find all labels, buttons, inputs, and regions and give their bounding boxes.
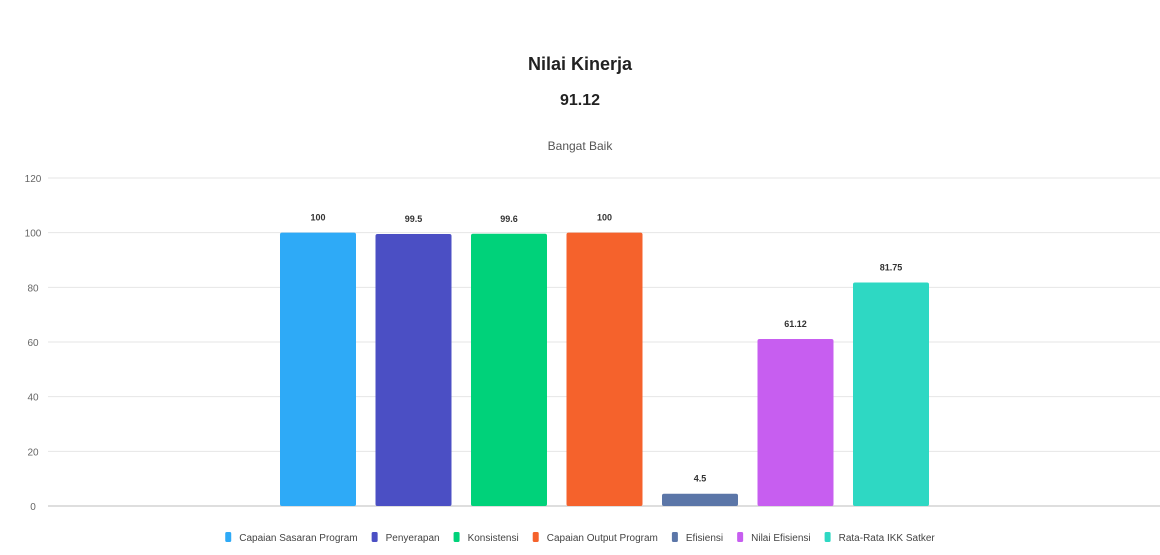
bar[interactable] bbox=[757, 338, 834, 506]
chart-title: Nilai Kinerja bbox=[528, 54, 633, 74]
legend-marker bbox=[671, 532, 678, 542]
legend-marker bbox=[824, 532, 831, 542]
legend-marker bbox=[532, 532, 539, 542]
legend-item-label[interactable]: Konsistensi bbox=[468, 533, 519, 544]
legend-item-label[interactable]: Penyerapan bbox=[386, 533, 440, 544]
legend-item-label[interactable]: Capaian Sasaran Program bbox=[239, 533, 357, 544]
legend-item-label[interactable]: Efisiensi bbox=[686, 533, 723, 544]
data-label: 100 bbox=[310, 213, 325, 223]
legend-item-label[interactable]: Capaian Output Program bbox=[547, 533, 658, 544]
legend-item-label[interactable]: Nilai Efisiensi bbox=[751, 533, 810, 544]
legend-marker bbox=[371, 532, 378, 542]
data-label: 4.5 bbox=[694, 474, 707, 484]
bars-layer bbox=[280, 232, 929, 507]
data-label: 81.75 bbox=[880, 263, 903, 273]
y-tick-label: 120 bbox=[25, 174, 42, 185]
legend-item-label[interactable]: Rata-Rata IKK Satker bbox=[839, 533, 936, 544]
legend-marker bbox=[225, 532, 232, 542]
legend-marker bbox=[453, 532, 460, 542]
bar[interactable] bbox=[375, 234, 452, 507]
data-label: 99.5 bbox=[405, 214, 423, 224]
legend: Capaian Sasaran Program Penyerapan Konsist… bbox=[225, 532, 935, 544]
y-tick-label: 80 bbox=[27, 283, 39, 294]
bar[interactable] bbox=[280, 232, 356, 506]
chart-score-value: 91.12 bbox=[560, 92, 600, 109]
bar[interactable] bbox=[566, 232, 643, 506]
y-tick-label: 100 bbox=[25, 229, 42, 240]
data-label: 100 bbox=[597, 213, 612, 223]
bar[interactable] bbox=[662, 493, 738, 506]
y-tick-label: 0 bbox=[30, 502, 36, 513]
legend-marker bbox=[737, 532, 744, 542]
data-label: 61.12 bbox=[784, 319, 807, 329]
y-tick-label: 20 bbox=[27, 447, 39, 458]
data-label: 99.6 bbox=[500, 214, 518, 224]
y-tick-label: 60 bbox=[27, 338, 39, 349]
bar[interactable] bbox=[471, 233, 547, 506]
chart-subtitle: Bangat Baik bbox=[548, 139, 614, 153]
y-tick-label: 40 bbox=[27, 393, 39, 404]
y-axis-ticks: 0 20 40 60 80 100 120 bbox=[25, 174, 42, 513]
data-labels-layer: 100 99.5 99.6 100 4.5 61.12 81.75 bbox=[310, 213, 902, 484]
bar[interactable] bbox=[853, 282, 929, 506]
